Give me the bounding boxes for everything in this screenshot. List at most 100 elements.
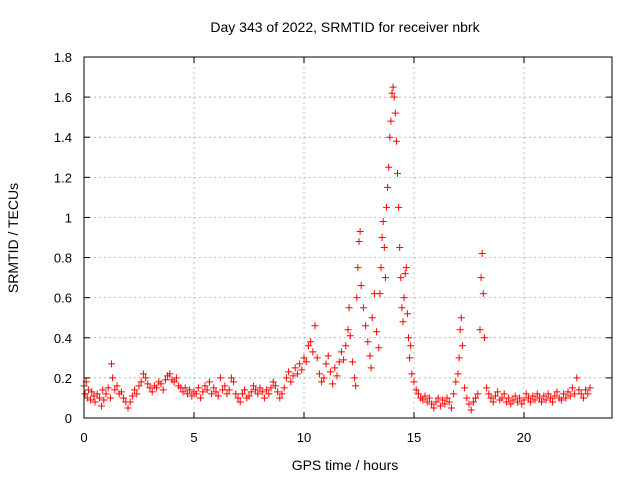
y-tick-label: 1.6 xyxy=(54,90,72,105)
x-tick-label: 5 xyxy=(190,430,197,445)
data-point xyxy=(434,394,442,402)
data-point xyxy=(524,394,532,402)
data-point xyxy=(111,386,119,394)
data-point xyxy=(423,398,431,406)
data-point xyxy=(113,382,121,390)
data-point xyxy=(396,244,404,252)
data-point xyxy=(329,380,337,388)
x-tick-label: 10 xyxy=(297,430,311,445)
data-point xyxy=(491,392,499,400)
data-point xyxy=(383,203,390,211)
data-point xyxy=(402,264,410,272)
data-point xyxy=(172,374,180,382)
data-point xyxy=(564,388,572,396)
data-point xyxy=(494,388,502,396)
data-point xyxy=(351,374,359,382)
data-point xyxy=(287,378,295,386)
data-point xyxy=(102,390,110,398)
data-point xyxy=(443,394,451,402)
data-point xyxy=(252,386,260,394)
data-point xyxy=(300,354,308,362)
data-point xyxy=(386,133,394,141)
y-tick-label: 1 xyxy=(65,210,72,225)
data-point xyxy=(210,384,218,392)
data-point xyxy=(513,398,521,406)
data-point xyxy=(227,374,235,382)
data-point xyxy=(511,392,519,400)
data-point xyxy=(406,354,414,362)
data-point xyxy=(280,384,288,392)
data-point xyxy=(199,388,207,396)
data-point xyxy=(414,390,422,398)
data-point xyxy=(378,234,386,241)
data-point xyxy=(144,380,152,388)
data-point xyxy=(212,388,220,396)
data-point xyxy=(398,304,406,312)
data-point xyxy=(223,390,231,398)
x-tick-label: 15 xyxy=(407,430,421,445)
data-point xyxy=(452,378,460,386)
data-point xyxy=(298,366,306,374)
data-point xyxy=(367,364,375,372)
data-point xyxy=(263,386,271,394)
data-point xyxy=(458,342,466,350)
data-point xyxy=(389,83,397,91)
data-point xyxy=(236,398,244,406)
data-point xyxy=(397,274,405,282)
data-point xyxy=(267,384,275,392)
data-point xyxy=(354,264,362,272)
data-point xyxy=(421,392,429,400)
data-point xyxy=(380,244,388,252)
data-point xyxy=(457,314,465,322)
data-point xyxy=(557,396,565,404)
axis-ticks: 0 5 10 15 20 0 0.2 0.4 0.6 0.8 1 1.2 1.4 1.6 1.8 xyxy=(54,50,612,445)
data-point xyxy=(502,398,510,406)
data-point xyxy=(353,294,361,302)
data-point xyxy=(238,390,246,398)
data-point xyxy=(538,398,546,406)
data-point xyxy=(348,358,356,366)
data-point xyxy=(344,326,352,334)
data-point xyxy=(93,390,101,398)
data-point xyxy=(356,227,364,235)
data-point xyxy=(205,378,213,386)
data-point xyxy=(234,394,242,402)
data-point xyxy=(571,390,579,398)
data-point xyxy=(331,364,339,372)
x-axis-title: GPS time / hours xyxy=(292,457,399,473)
data-point xyxy=(395,203,403,211)
data-point xyxy=(181,384,189,392)
data-point xyxy=(271,382,279,390)
data-point xyxy=(376,290,384,298)
data-point xyxy=(535,394,543,402)
data-point xyxy=(117,388,125,396)
data-point xyxy=(368,314,376,322)
data-point xyxy=(399,318,407,326)
y-tick-label: 0.4 xyxy=(54,331,72,346)
data-point xyxy=(419,396,427,404)
data-point xyxy=(407,342,415,350)
data-point xyxy=(476,326,484,334)
data-point xyxy=(153,384,161,392)
data-point xyxy=(91,398,99,406)
data-point xyxy=(346,332,354,340)
data-point xyxy=(137,378,145,386)
data-point xyxy=(278,390,286,398)
data-point xyxy=(408,370,416,378)
data-point xyxy=(516,394,524,402)
data-point xyxy=(485,390,493,398)
data-point xyxy=(375,344,383,352)
data-point xyxy=(461,384,469,392)
data-point xyxy=(139,370,147,378)
data-point xyxy=(201,382,209,390)
data-point xyxy=(483,384,491,392)
data-point xyxy=(560,390,568,398)
data-point xyxy=(366,352,374,360)
data-point xyxy=(487,394,495,402)
data-point xyxy=(166,370,174,378)
data-point xyxy=(405,334,412,342)
data-point xyxy=(289,372,297,380)
data-point xyxy=(99,386,107,394)
data-point xyxy=(109,374,117,382)
data-point xyxy=(480,334,488,342)
